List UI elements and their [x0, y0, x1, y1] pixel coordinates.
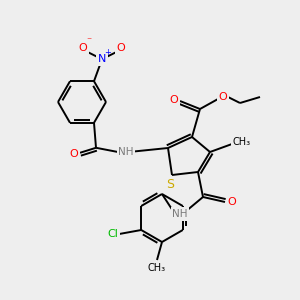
Text: +: + [105, 48, 111, 57]
Text: Cl: Cl [108, 229, 119, 239]
Text: O: O [228, 197, 236, 207]
Text: CH₃: CH₃ [148, 263, 166, 273]
Text: NH: NH [118, 147, 134, 157]
Text: O: O [117, 43, 125, 53]
Text: O: O [79, 43, 87, 53]
Text: N: N [98, 54, 106, 64]
Text: CH₃: CH₃ [233, 137, 251, 147]
Text: O: O [219, 92, 227, 102]
Text: O: O [70, 149, 78, 159]
Text: S: S [166, 178, 174, 191]
Text: O: O [169, 95, 178, 105]
Text: ⁻: ⁻ [86, 36, 92, 46]
Text: NH: NH [172, 209, 188, 219]
